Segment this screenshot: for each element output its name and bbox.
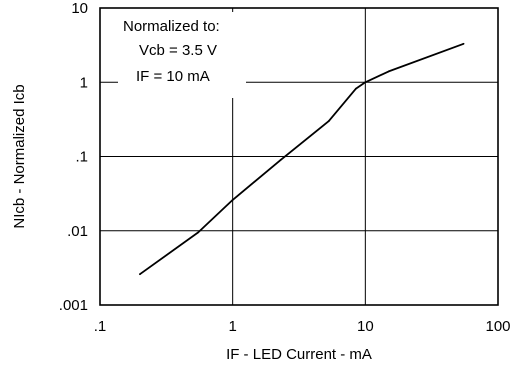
tick-layer: .1 1 10 100 .001 .01 .1 1 10	[59, 0, 511, 335]
data-point	[197, 231, 200, 234]
annotation-layer: Normalized to: Vcb = 3.5 V IF = 10 mA	[118, 12, 246, 98]
y-tick-label: 10	[71, 0, 88, 17]
annotation-line-normalized-to: Normalized to:	[123, 18, 220, 35]
annotation-line-vcb: Vcb = 3.5 V	[139, 42, 217, 59]
data-point	[279, 158, 282, 161]
data-point	[139, 273, 141, 276]
x-tick-label: 10	[357, 318, 374, 335]
y-axis-label: NIcb - Normalized Icb	[11, 84, 28, 228]
x-tick-label: 100	[485, 318, 510, 335]
data-point	[364, 81, 367, 84]
x-tick-label: .1	[94, 318, 107, 335]
plot-frame	[99, 7, 499, 306]
y-tick-label: .001	[59, 297, 88, 314]
data-point	[387, 70, 390, 73]
annotation-line-if: IF = 10 mA	[136, 68, 210, 85]
data-point	[355, 87, 357, 90]
y-tick-label: 1	[80, 74, 88, 91]
data-point	[327, 120, 330, 122]
y-tick-label: .1	[75, 149, 88, 166]
series-layer	[139, 42, 465, 276]
annotation-background	[118, 12, 246, 98]
y-tick-label: .01	[67, 223, 88, 240]
data-point	[462, 42, 465, 45]
data-point	[231, 199, 234, 201]
x-axis-label: IF - LED Current - mA	[226, 346, 372, 363]
x-tick-label: 1	[228, 318, 236, 335]
